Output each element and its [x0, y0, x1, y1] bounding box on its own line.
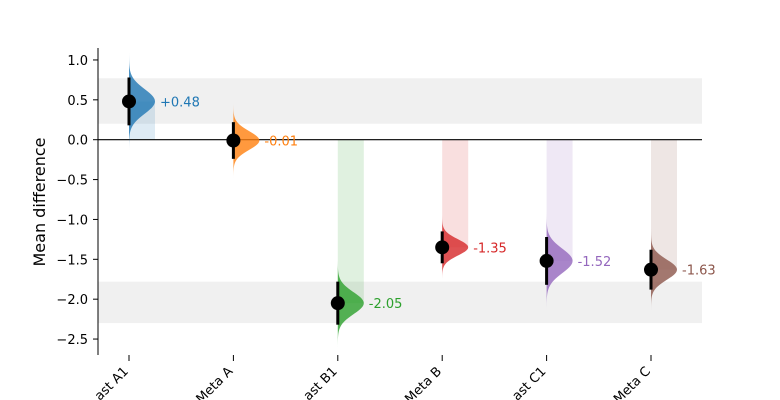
distribution-3 — [442, 214, 469, 280]
x-tick-label-5: Meta C — [611, 364, 654, 400]
distribution-1 — [233, 103, 260, 178]
mean-point-5 — [644, 262, 658, 277]
shaded-band-0 — [98, 78, 702, 124]
x-axis: ast A1 Meta A ast B1 Meta B ast C1 Meta C — [92, 355, 654, 400]
mean-point-4 — [539, 253, 554, 268]
shaded-bands — [98, 78, 702, 324]
x-tick-label-4: ast C1 — [510, 364, 550, 400]
mean-points — [122, 94, 658, 311]
x-tick-label-3: Meta B — [402, 364, 445, 400]
value-label-1: -0.01 — [264, 134, 298, 149]
value-labels: +0.48 -0.01 -2.05 -1.35 -1.52 -1.63 — [160, 95, 716, 312]
y-tick-label-7: −2.5 — [56, 333, 88, 348]
y-tick-label-4: −1.0 — [56, 213, 88, 228]
y-axis-label: Mean difference — [30, 138, 49, 267]
mean-point-3 — [435, 240, 450, 255]
y-tick-label-5: −1.5 — [56, 253, 88, 268]
distribution-5 — [651, 228, 677, 311]
value-label-4: -1.52 — [578, 255, 612, 270]
value-label-5: -1.63 — [682, 264, 716, 279]
x-tick-label-0: ast A1 — [92, 364, 132, 400]
distribution-0 — [129, 52, 155, 151]
mean-point-1 — [226, 133, 241, 148]
distribution-2 — [337, 259, 364, 348]
x-tick-label-2: ast B1 — [301, 364, 341, 400]
y-tick-label-2: 0.0 — [67, 134, 88, 149]
effect-rect-2 — [337, 139, 364, 304]
effect-rect-3 — [442, 139, 469, 248]
value-label-0: +0.48 — [160, 95, 200, 110]
effect-rectangles — [129, 101, 677, 304]
effect-rect-5 — [651, 139, 677, 270]
value-label-2: -2.05 — [369, 297, 403, 312]
mean-point-0 — [122, 94, 136, 109]
mean-point-2 — [330, 296, 345, 311]
value-label-3: -1.35 — [473, 241, 507, 256]
distribution-curves — [129, 52, 677, 348]
x-tick-label-1: Meta A — [194, 364, 237, 400]
y-tick-label-6: −2.0 — [56, 293, 88, 308]
shaded-band-1 — [98, 281, 702, 324]
y-tick-label-1: 0.5 — [67, 94, 88, 109]
y-tick-label-3: −0.5 — [56, 174, 88, 189]
y-tick-label-0: 1.0 — [67, 54, 88, 69]
distribution-4 — [546, 212, 573, 310]
y-axis: 1.0 0.5 0.0 −0.5 −1.0 −1.5 −2.0 −2.5 — [56, 48, 99, 355]
